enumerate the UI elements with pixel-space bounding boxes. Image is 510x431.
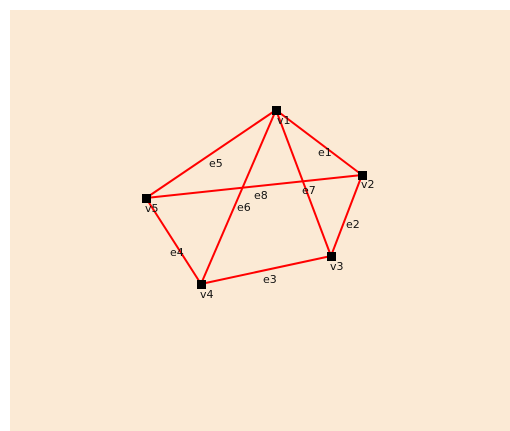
edge-labels-group: e1 e2 e3 e4 e5 e6 e7 e8 <box>170 146 360 286</box>
vertices-group <box>142 106 367 289</box>
vertex-v4 <box>197 280 206 289</box>
edge-e7 <box>275 109 332 257</box>
vertex-v2 <box>358 171 367 180</box>
edge-e6 <box>200 109 277 285</box>
vertex-label-v1: v1 <box>277 114 291 127</box>
edge-label-e6: e6 <box>237 201 251 214</box>
edge-e5 <box>145 109 277 199</box>
edge-e4 <box>145 197 202 285</box>
edges-group <box>145 109 363 285</box>
edge-e3 <box>200 255 332 285</box>
edge-label-e5: e5 <box>209 157 223 170</box>
vertex-v1 <box>272 106 281 115</box>
edge-e8 <box>145 174 363 199</box>
vertex-v5 <box>142 194 151 203</box>
edge-label-e2: e2 <box>346 218 360 231</box>
edge-label-e8: e8 <box>254 189 268 202</box>
diagram-canvas <box>10 10 510 431</box>
vertex-labels-group: v1 v2 v3 v4 v5 <box>145 114 375 301</box>
vertex-v3 <box>327 252 336 261</box>
edge-label-e1: e1 <box>318 146 332 159</box>
vertex-label-v2: v2 <box>361 178 375 191</box>
edge-e1 <box>275 109 363 176</box>
vertex-label-v3: v3 <box>330 260 344 273</box>
edge-e2 <box>330 174 363 257</box>
edge-label-e3: e3 <box>263 273 277 286</box>
edge-label-e4: e4 <box>170 246 184 259</box>
edge-label-e7: e7 <box>302 184 316 197</box>
vertex-label-v5: v5 <box>145 202 159 215</box>
vertex-label-v4: v4 <box>200 288 214 301</box>
